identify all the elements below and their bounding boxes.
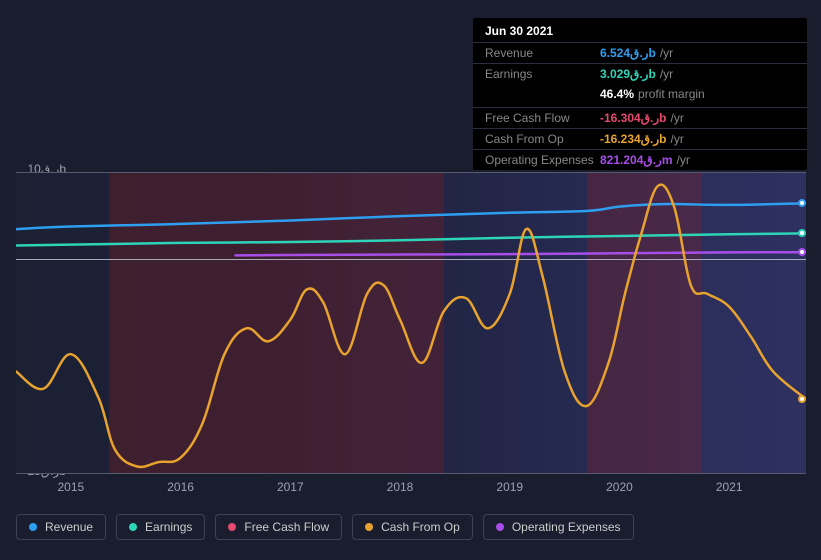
legend-dot — [129, 523, 137, 531]
plot-background — [16, 172, 806, 474]
x-tick-label: 2017 — [277, 480, 304, 494]
legend-item[interactable]: Earnings — [116, 514, 205, 540]
tooltip-label: Cash From Op — [485, 132, 600, 146]
tooltip-suffix: /yr — [660, 67, 673, 81]
legend-label: Operating Expenses — [512, 520, 621, 534]
series-line — [235, 252, 806, 255]
series-line — [16, 203, 806, 229]
tooltip-suffix: /yr — [660, 46, 673, 60]
tooltip-suffix: /yr — [671, 132, 684, 146]
tooltip-value: -ر.ق16.304b — [600, 111, 667, 125]
series-line — [16, 233, 806, 245]
legend-dot — [365, 523, 373, 531]
x-tick-label: 2021 — [716, 480, 743, 494]
x-tick-label: 2019 — [496, 480, 523, 494]
legend-item[interactable]: Cash From Op — [352, 514, 473, 540]
tooltip-label: Earnings — [485, 67, 600, 81]
tooltip-date: Jun 30 2021 — [473, 24, 807, 42]
legend-dot — [496, 523, 504, 531]
tooltip-row: Revenueر.ق6.524b/yr — [473, 42, 807, 63]
tooltip-row: Operating Expensesر.ق821.204m/yr — [473, 149, 807, 170]
x-tick-label: 2018 — [387, 480, 414, 494]
tooltip-label: Revenue — [485, 46, 600, 60]
tooltip-margin: 46.4%profit margin — [588, 84, 807, 107]
legend-label: Revenue — [45, 520, 93, 534]
legend-item[interactable]: Free Cash Flow — [215, 514, 342, 540]
series-end-marker — [798, 395, 806, 403]
series-end-marker — [798, 248, 806, 256]
tooltip-suffix: /yr — [671, 111, 684, 125]
chart-tooltip: Jun 30 2021 Revenueر.ق6.524b/yrEarningsر… — [473, 18, 807, 170]
x-axis: 2015 2016 2017 2018 2019 2020 2021 — [16, 480, 806, 500]
legend-item[interactable]: Operating Expenses — [483, 514, 634, 540]
tooltip-value: ر.ق821.204m — [600, 153, 673, 167]
legend-label: Free Cash Flow — [244, 520, 329, 534]
tooltip-label: Operating Expenses — [485, 153, 600, 167]
legend-label: Earnings — [145, 520, 192, 534]
tooltip-label: Free Cash Flow — [485, 111, 600, 125]
legend-label: Cash From Op — [381, 520, 460, 534]
x-tick-label: 2015 — [58, 480, 85, 494]
tooltip-value: -ر.ق16.234b — [600, 132, 667, 146]
legend-dot — [29, 523, 37, 531]
legend-item[interactable]: Revenue — [16, 514, 106, 540]
tooltip-value: ر.ق3.029b — [600, 67, 656, 81]
legend-dot — [228, 523, 236, 531]
tooltip-suffix: /yr — [677, 153, 690, 167]
chart-lines — [16, 173, 806, 475]
tooltip-row: Free Cash Flow-ر.ق16.304b/yr — [473, 107, 807, 128]
x-tick-label: 2016 — [167, 480, 194, 494]
legend: Revenue Earnings Free Cash Flow Cash From O… — [16, 514, 634, 540]
series-line — [16, 185, 806, 467]
tooltip-value: ر.ق6.524b — [600, 46, 656, 60]
x-tick-label: 2020 — [606, 480, 633, 494]
tooltip-row: Cash From Op-ر.ق16.234b/yr — [473, 128, 807, 149]
tooltip-row: Earningsر.ق3.029b/yr — [473, 63, 807, 84]
series-end-marker — [798, 229, 806, 237]
series-end-marker — [798, 199, 806, 207]
chart-area[interactable] — [16, 172, 806, 474]
